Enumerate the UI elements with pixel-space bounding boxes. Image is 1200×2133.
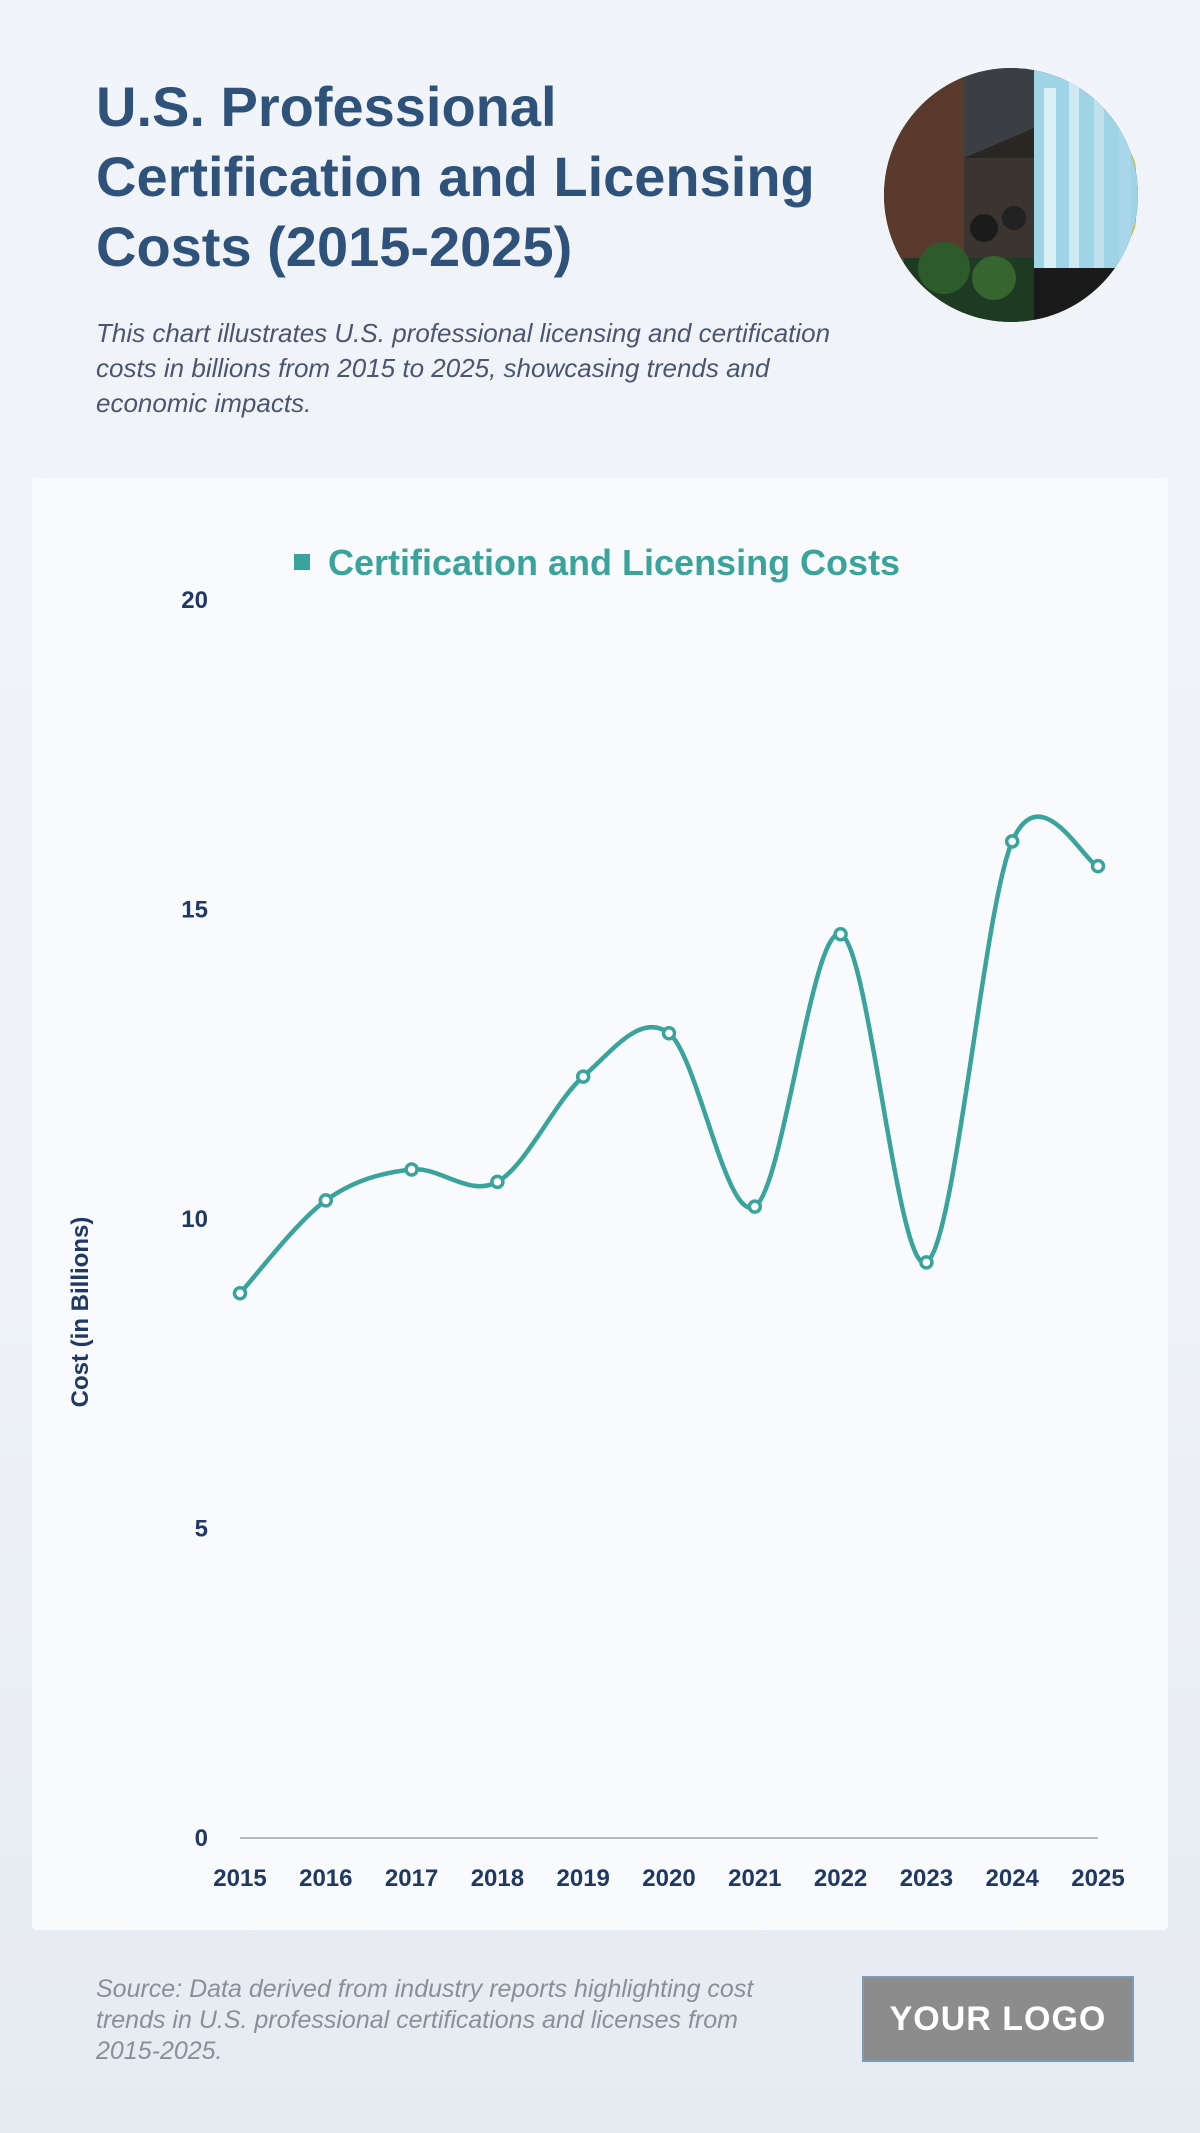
data-point (575, 1069, 591, 1084)
series-line (237, 814, 1101, 1296)
x-tick-label: 2025 (1071, 1865, 1124, 1892)
page-subtitle: This chart illustrates U.S. professional… (96, 318, 831, 418)
data-point (318, 1193, 334, 1208)
x-tick-label: 2024 (986, 1865, 1040, 1892)
legend-label: Certification and Licensing Costs (328, 542, 900, 583)
data-point (404, 1162, 419, 1177)
y-tick-label: 15 (181, 897, 208, 924)
y-tick-label: 5 (195, 1516, 208, 1543)
x-tick-label: 2020 (642, 1865, 695, 1892)
legend-swatch (294, 554, 310, 570)
data-point (1090, 858, 1106, 874)
data-point (490, 1174, 505, 1190)
page-title: U.S. Professional Certification and Lice… (96, 75, 815, 278)
x-tick-label: 2019 (557, 1865, 610, 1892)
source-note: Source: Data derived from industry repor… (96, 1975, 754, 2065)
logo-placeholder: YOUR LOGO (862, 1976, 1134, 2062)
x-tick-label: 2017 (385, 1865, 438, 1892)
y-tick-label: 10 (181, 1206, 208, 1233)
data-point (1004, 834, 1020, 849)
legend: Certification and Licensing Costs (294, 542, 900, 583)
data-point (919, 1255, 934, 1270)
line-chart: Certification and Licensing Costs Cost (… (67, 542, 1125, 1892)
data-point (661, 1026, 677, 1041)
data-point (833, 927, 848, 942)
x-tick-label: 2021 (728, 1865, 781, 1892)
x-tick-label: 2015 (213, 1865, 266, 1892)
x-tick-label: 2018 (471, 1865, 524, 1892)
y-tick-label: 20 (181, 587, 208, 614)
chart-card: Certification and Licensing Costs Cost (… (32, 478, 1168, 1930)
y-axis-label: Cost (in Billions) (67, 1217, 94, 1408)
y-tick-label: 0 (195, 1825, 208, 1852)
office-photo-icon (884, 68, 1138, 322)
data-point (747, 1199, 763, 1214)
data-point (232, 1286, 248, 1301)
x-tick-label: 2022 (814, 1865, 867, 1892)
x-tick-label: 2016 (299, 1865, 352, 1892)
x-tick-label: 2023 (900, 1865, 953, 1892)
